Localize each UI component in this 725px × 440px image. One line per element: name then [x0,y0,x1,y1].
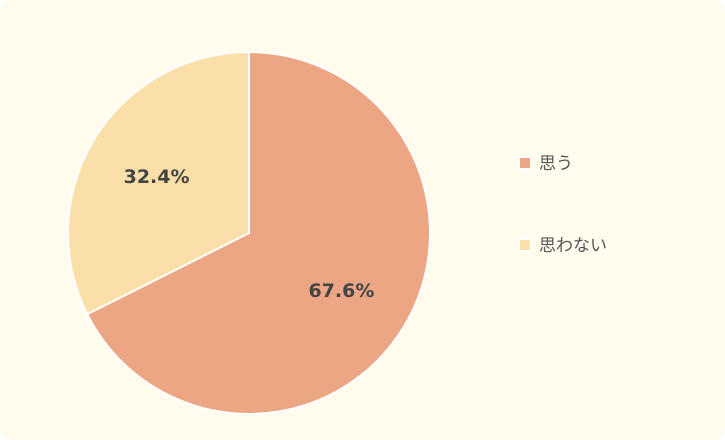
slice-label: 32.4% [124,166,190,188]
legend-swatch [518,156,532,170]
legend-label[interactable]: 思う [539,154,573,174]
legend-swatch [518,238,532,252]
pie-slice-0[interactable] [85,50,431,415]
pie-slice-1[interactable] [67,50,250,316]
slice-label: 67.6% [308,280,374,302]
legend-label[interactable]: 思わない [539,236,607,256]
